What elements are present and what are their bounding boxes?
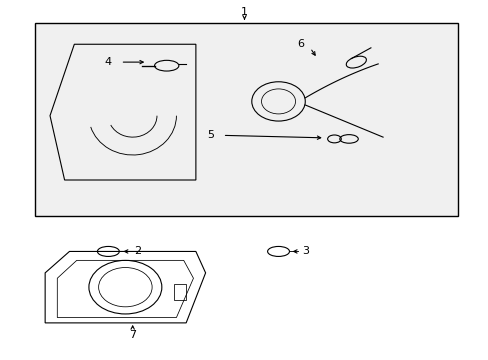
Text: 4: 4 xyxy=(104,57,112,67)
FancyBboxPatch shape xyxy=(35,23,458,216)
Text: 7: 7 xyxy=(129,330,136,341)
Text: 2: 2 xyxy=(134,247,141,256)
Text: 1: 1 xyxy=(241,7,247,17)
Text: 6: 6 xyxy=(296,39,304,49)
Text: 3: 3 xyxy=(301,247,308,256)
Text: 5: 5 xyxy=(206,130,214,140)
